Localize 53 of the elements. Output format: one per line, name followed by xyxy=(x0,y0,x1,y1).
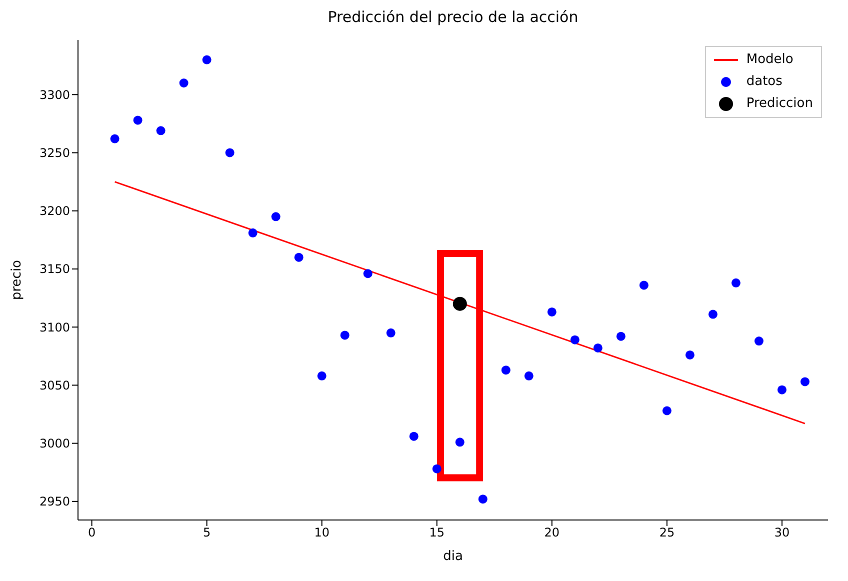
point xyxy=(754,336,764,346)
point xyxy=(685,350,694,360)
point xyxy=(593,343,602,352)
legend-label: Prediccion xyxy=(746,95,813,113)
point xyxy=(317,371,326,380)
x-tick-label: 15 xyxy=(429,526,445,540)
point xyxy=(731,278,740,288)
x-tick-label: 30 xyxy=(774,526,790,540)
point xyxy=(363,269,372,278)
point xyxy=(271,212,280,222)
point xyxy=(478,494,488,504)
x-tick-label: 10 xyxy=(314,526,330,540)
point xyxy=(662,406,672,416)
y-tick-label: 3050 xyxy=(39,378,70,392)
y-tick-label: 3200 xyxy=(39,204,70,218)
point xyxy=(639,280,648,290)
y-tick-label: 3150 xyxy=(39,262,70,276)
point xyxy=(800,377,810,386)
point xyxy=(179,78,188,88)
point xyxy=(110,134,120,144)
y-tick-label: 3300 xyxy=(39,88,70,102)
y-tick-label: 2950 xyxy=(39,494,70,509)
y-axis-title: precio xyxy=(10,260,25,300)
chart-title: Predicción del precio de la acción xyxy=(326,8,580,28)
point xyxy=(616,332,626,341)
x-tick-label: 20 xyxy=(544,526,560,540)
point xyxy=(386,328,396,338)
legend-label: datos xyxy=(746,73,782,91)
point xyxy=(409,432,418,441)
point xyxy=(777,385,786,394)
point xyxy=(455,438,464,447)
x-tick-label: 0 xyxy=(88,526,96,540)
point xyxy=(501,366,510,375)
y-tick-label: 3250 xyxy=(39,146,70,160)
point xyxy=(225,148,234,158)
point xyxy=(452,296,467,311)
x-axis-title: dia xyxy=(443,549,463,564)
point xyxy=(570,335,580,344)
x-tick-label: 25 xyxy=(659,526,675,540)
point xyxy=(432,464,442,474)
point xyxy=(547,307,556,316)
legend-label: Modelo xyxy=(746,51,794,69)
point xyxy=(524,371,534,380)
point xyxy=(248,228,258,238)
point xyxy=(202,55,212,64)
point xyxy=(708,310,718,319)
y-tick-label: 3100 xyxy=(39,320,70,334)
point xyxy=(156,126,166,136)
point xyxy=(133,116,142,125)
x-tick-label: 5 xyxy=(203,526,211,540)
point xyxy=(340,330,350,340)
y-tick-label: 3000 xyxy=(39,436,70,451)
point xyxy=(294,252,304,262)
